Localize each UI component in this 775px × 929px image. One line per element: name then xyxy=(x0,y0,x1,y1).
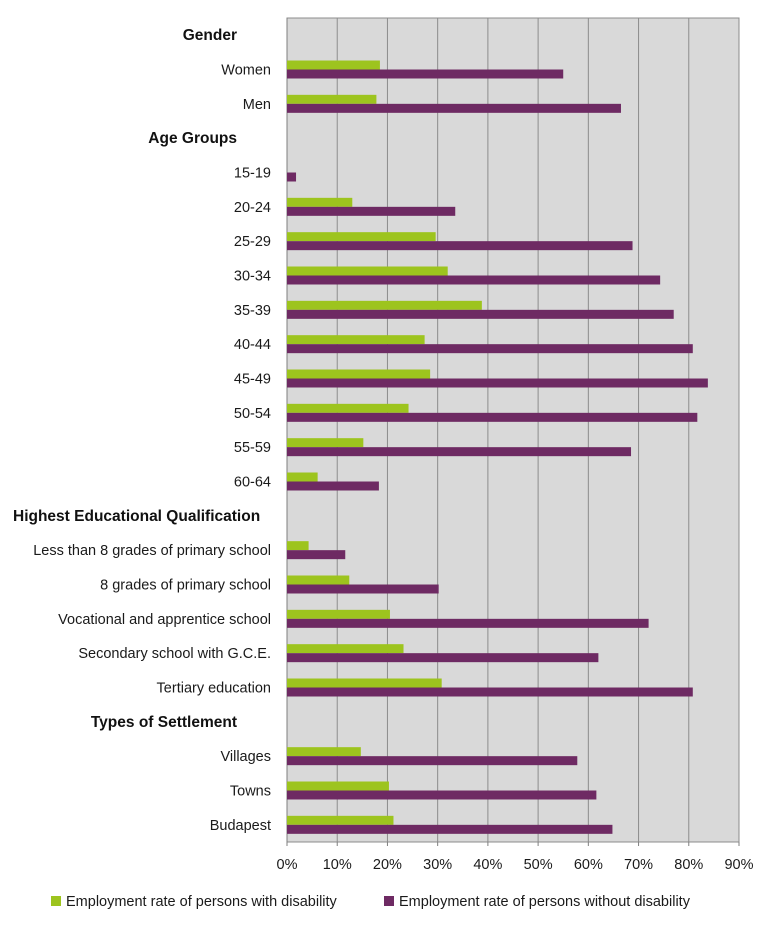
category-label: 30-34 xyxy=(234,269,271,285)
category-label: 40-44 xyxy=(234,337,271,353)
category-label: Women xyxy=(221,63,271,79)
bar-without-disability-35-39 xyxy=(287,309,674,319)
tick-label: 10% xyxy=(323,857,352,873)
bar-without-disability-vocational-and-apprentice-school xyxy=(287,618,649,628)
category-label: Men xyxy=(243,97,271,113)
bar-without-disability-60-64 xyxy=(287,481,379,491)
plot-area xyxy=(286,17,740,843)
bar-without-disability-30-34 xyxy=(287,275,661,285)
legend: Employment rate of persons with disabili… xyxy=(51,894,691,910)
category-label: 60-64 xyxy=(234,475,271,491)
bar-with-disability-40-44 xyxy=(287,335,425,345)
bar-with-disability-towns xyxy=(287,781,389,791)
x-axis-ticks: 0% 10% 20% 30% 40% 50% 60% 70% 80% 90% xyxy=(277,842,754,873)
category-label: Towns xyxy=(230,784,271,800)
bar-without-disability-tertiary-education xyxy=(287,687,693,697)
tick-label: 70% xyxy=(624,857,653,873)
tick-label: 80% xyxy=(674,857,703,873)
bar-with-disability-55-59 xyxy=(287,438,364,448)
bar-without-disability-40-44 xyxy=(287,344,693,354)
bar-with-disability-60-64 xyxy=(287,472,318,482)
bar-with-disability-vocational-and-apprentice-school xyxy=(287,609,390,619)
bar-with-disability-20-24 xyxy=(287,197,353,207)
category-label: 45-49 xyxy=(234,372,271,388)
category-label: 50-54 xyxy=(234,406,271,422)
bar-with-disability-25-29 xyxy=(287,232,436,242)
category-label: 20-24 xyxy=(234,200,271,216)
bar-without-disability-20-24 xyxy=(287,206,456,216)
bar-without-disability-50-54 xyxy=(287,412,698,422)
group-label: Gender xyxy=(183,27,237,44)
tick-label: 20% xyxy=(373,857,402,873)
bar-with-disability-tertiary-education xyxy=(287,678,442,688)
bar-without-disability-15-19 xyxy=(287,172,297,182)
tick-label: 60% xyxy=(574,857,603,873)
bar-with-disability-villages xyxy=(287,747,361,757)
category-label: 55-59 xyxy=(234,440,271,456)
bar-without-disability-8-grades-of-primary-school xyxy=(287,584,439,594)
category-label: 35-39 xyxy=(234,303,271,319)
group-label: Age Groups xyxy=(148,130,237,147)
bar-without-disability-villages xyxy=(287,756,578,766)
bar-without-disability-men xyxy=(287,103,621,113)
category-labels: Gender Women Men Age Groups 15-19 20-24 25-29 3… xyxy=(13,27,271,834)
tick-label: 30% xyxy=(423,857,452,873)
bar-with-disability-35-39 xyxy=(287,300,482,310)
tick-label: 50% xyxy=(524,857,553,873)
bar-without-disability-women xyxy=(287,69,564,79)
legend-swatch xyxy=(51,896,61,906)
category-label: 8 grades of primary school xyxy=(100,578,271,594)
tick-label: 90% xyxy=(724,857,753,873)
gridlines xyxy=(286,18,740,842)
category-label: Tertiary education xyxy=(157,681,271,697)
category-label: Villages xyxy=(220,749,271,765)
tick-label: 40% xyxy=(473,857,502,873)
bar-with-disability-less-than-8-grades-of-primary-school xyxy=(287,541,309,551)
bar-without-disability-towns xyxy=(287,790,597,800)
bar-with-disability-50-54 xyxy=(287,403,409,413)
tick-label: 0% xyxy=(277,857,298,873)
legend-label: Employment rate of persons without disab… xyxy=(399,894,691,910)
bar-without-disability-55-59 xyxy=(287,447,632,457)
bar-with-disability-30-34 xyxy=(287,266,448,276)
legend-label: Employment rate of persons with disabili… xyxy=(66,894,338,910)
group-label: Highest Educational Qualification xyxy=(13,508,260,525)
group-label: Types of Settlement xyxy=(91,714,237,731)
bar-with-disability-budapest xyxy=(287,815,394,825)
bar-without-disability-budapest xyxy=(287,824,613,834)
bar-with-disability-women xyxy=(287,60,380,70)
bar-without-disability-45-49 xyxy=(287,378,708,388)
category-label: Secondary school with G.C.E. xyxy=(78,646,271,662)
category-label: Less than 8 grades of primary school xyxy=(33,543,271,559)
bar-with-disability-45-49 xyxy=(287,369,431,379)
category-label: Vocational and apprentice school xyxy=(58,612,271,628)
bar-with-disability-secondary-school-with-g-c-e- xyxy=(287,644,404,654)
category-label: 25-29 xyxy=(234,234,271,250)
bars xyxy=(287,60,708,834)
bar-without-disability-secondary-school-with-g-c-e- xyxy=(287,653,599,663)
bar-without-disability-less-than-8-grades-of-primary-school xyxy=(287,550,346,560)
legend-swatch xyxy=(384,896,394,906)
bar-with-disability-men xyxy=(287,94,377,104)
category-label: 15-19 xyxy=(234,166,271,182)
category-label: Budapest xyxy=(210,818,271,834)
bar-without-disability-25-29 xyxy=(287,241,633,251)
bar-with-disability-8-grades-of-primary-school xyxy=(287,575,350,585)
